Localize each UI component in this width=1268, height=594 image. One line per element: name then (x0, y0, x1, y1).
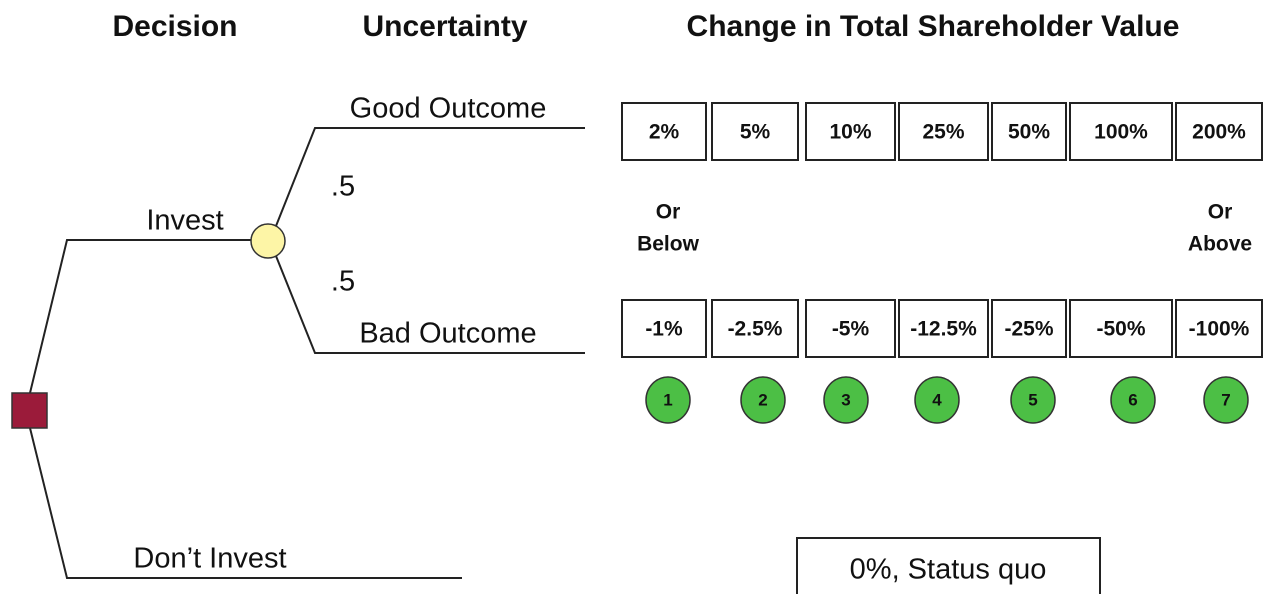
value-box (991, 299, 1067, 358)
value-label: 25% (922, 121, 964, 144)
value-box (991, 102, 1067, 161)
branch-label: Invest (146, 205, 223, 237)
scale-number: 3 (841, 390, 850, 409)
value-box (898, 102, 989, 161)
value-box (1175, 102, 1263, 161)
scale-number: 2 (758, 390, 767, 409)
scale-circle (1010, 376, 1056, 424)
value-label: -5% (832, 318, 870, 341)
scale-circle (1110, 376, 1156, 424)
value-box (1175, 299, 1263, 358)
scale-number: 7 (1221, 390, 1230, 409)
status-label: 0%, Status quo (850, 554, 1047, 586)
status-box (796, 537, 1101, 594)
branch-label: Good Outcome (350, 93, 547, 125)
value-label: -50% (1096, 318, 1145, 341)
scale-number: 5 (1028, 390, 1037, 409)
end-label: Below (637, 233, 700, 256)
end-label: Or (656, 201, 681, 224)
value-box (1069, 102, 1173, 161)
scale-number: 1 (663, 390, 672, 409)
value-label: -1% (645, 318, 683, 341)
branch (29, 427, 462, 579)
scale-circle (645, 376, 691, 424)
probability: .5 (331, 171, 355, 203)
scale-number: 6 (1128, 390, 1137, 409)
header: Uncertainty (362, 10, 527, 43)
value-box (805, 299, 896, 358)
chance-node (250, 223, 286, 259)
value-label: -12.5% (910, 318, 977, 341)
value-label: 2% (649, 121, 680, 144)
value-box (805, 102, 896, 161)
value-label: 10% (829, 121, 871, 144)
value-label: 5% (740, 121, 771, 144)
value-box (711, 299, 799, 358)
value-box (621, 102, 707, 161)
value-label: -25% (1004, 318, 1053, 341)
branch (29, 239, 252, 394)
value-label: 100% (1094, 121, 1148, 144)
scale-circle (740, 376, 786, 424)
end-label: Or (1208, 201, 1233, 224)
value-box (1069, 299, 1173, 358)
value-box (621, 299, 707, 358)
header: Change in Total Shareholder Value (687, 10, 1180, 43)
end-label: Above (1188, 233, 1252, 256)
scale-circle (914, 376, 960, 424)
branch (275, 127, 585, 227)
value-label: -2.5% (728, 318, 783, 341)
decision-node (11, 392, 48, 429)
value-label: 50% (1008, 121, 1050, 144)
value-label: -100% (1189, 318, 1250, 341)
value-box (711, 102, 799, 161)
scale-circle (823, 376, 869, 424)
branch (275, 255, 585, 354)
scale-number: 4 (932, 390, 942, 409)
value-box (898, 299, 989, 358)
header: Decision (112, 10, 237, 43)
scale-circle (1203, 376, 1249, 424)
probability: .5 (331, 266, 355, 298)
branch-label: Don’t Invest (133, 543, 286, 575)
value-label: 200% (1192, 121, 1246, 144)
branch-label: Bad Outcome (359, 318, 536, 350)
